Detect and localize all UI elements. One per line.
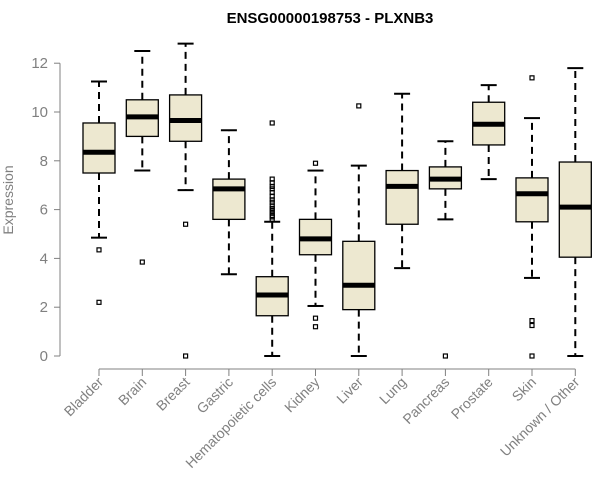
box-group	[515, 75, 549, 359]
outlier-point	[529, 75, 535, 81]
iqr-box	[385, 169, 419, 225]
box-group	[472, 84, 506, 181]
box-group	[428, 140, 463, 359]
plot-area	[82, 42, 592, 359]
outlier-point	[356, 103, 362, 109]
iqr-box	[212, 178, 246, 221]
x-category-label: Gastric	[193, 374, 236, 417]
chart-title: ENSG00000198753 - PLXNB3	[227, 10, 434, 27]
x-category-label: Pancreas	[399, 374, 452, 427]
box-group	[385, 92, 419, 270]
y-axis-label: Expression	[0, 165, 16, 234]
outlier-point	[529, 322, 535, 329]
box-group	[298, 160, 333, 330]
outlier-point	[529, 318, 535, 324]
outlier-point	[442, 353, 448, 359]
outlier-point	[139, 259, 145, 265]
box-group	[82, 80, 116, 305]
y-tick-label: 10	[31, 104, 48, 121]
x-category-label: Kidney	[281, 374, 323, 416]
box-group	[168, 42, 203, 359]
y-tick-label: 8	[40, 153, 48, 170]
box-group	[125, 50, 159, 265]
iqr-box	[515, 177, 549, 223]
y-tick-label: 0	[40, 348, 48, 365]
box-group	[342, 103, 376, 357]
iqr-box	[82, 122, 116, 174]
x-category-label: Lung	[376, 374, 409, 407]
outlier-point	[312, 160, 319, 166]
x-category-label: Breast	[153, 374, 193, 414]
outlier-point	[312, 315, 319, 321]
outlier-point	[312, 324, 319, 330]
box-group	[558, 67, 592, 357]
box-group	[255, 120, 289, 357]
outlier-point	[529, 353, 535, 359]
outlier-point	[183, 221, 189, 227]
box-group	[212, 129, 246, 276]
x-category-label: Bladder	[61, 374, 107, 420]
x-category-label: Liver	[333, 374, 366, 407]
y-tick-label: 4	[40, 250, 48, 267]
outlier-point	[183, 353, 189, 359]
x-category-label: Unknown / Other	[497, 374, 583, 460]
outlier-point	[269, 216, 275, 222]
x-category-label: Prostate	[448, 374, 496, 422]
y-tick-label: 2	[40, 299, 48, 316]
iqr-box	[342, 240, 376, 311]
outlier-point	[96, 247, 102, 253]
outlier-point	[96, 299, 102, 305]
outlier-point	[269, 120, 275, 126]
x-category-label: Brain	[115, 374, 149, 408]
x-category-label: Skin	[509, 374, 540, 405]
y-axis: 0 2 4 6 8 10 12	[31, 55, 61, 365]
y-tick-label: 12	[31, 55, 48, 72]
y-tick-label: 6	[40, 202, 48, 219]
